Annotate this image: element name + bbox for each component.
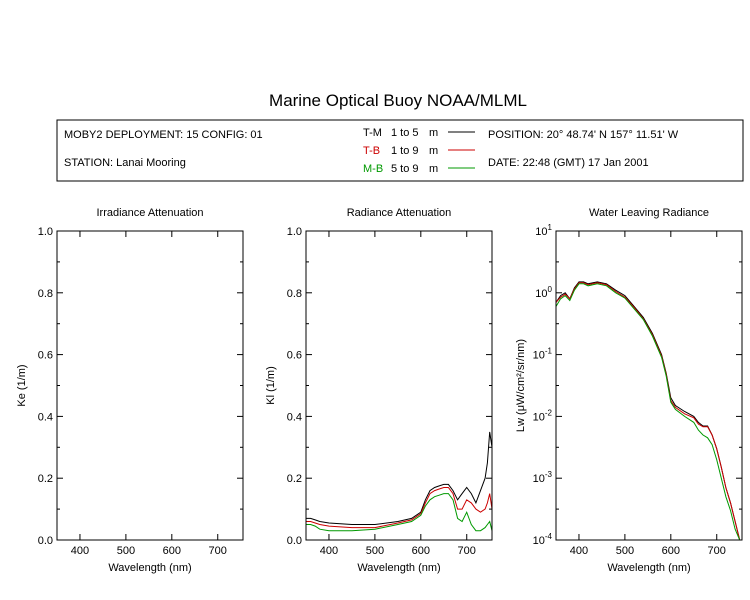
y-tick-label: 0.6 [287,350,302,362]
y-tick-label: 1.0 [287,226,302,238]
deployment-text: MOBY2 DEPLOYMENT: 15 CONFIG: 01 [64,129,263,141]
legend-unit-tm: m [429,127,438,139]
plot-frame [56,230,244,541]
date-text: DATE: 22:48 (GMT) 17 Jan 2001 [488,157,649,169]
y-tick-label: 10-2 [533,408,553,423]
y-tick-exponent: 0 [548,285,553,294]
y-tick-label: 100 [535,285,552,300]
info-box-frame [56,119,744,182]
series-line-tm [556,281,741,540]
series-line-mb [556,283,741,540]
y-axis-label: Lw (μW/cm²/sr/nm) [515,339,527,432]
y-tick-label: 0.0 [287,535,302,547]
position-text: POSITION: 20° 48.74' N 157° 11.51' W [488,129,679,141]
y-tick-exponent: -1 [545,347,553,356]
x-tick-label: 600 [662,545,680,557]
y-axis-label: Ke (1/m) [16,364,28,406]
x-tick-label: 600 [412,545,430,557]
series-line-tm [306,431,492,525]
plot-area [306,431,492,532]
radiance-panel: Radiance Attenuation Wavelength (nm) Kl (1… [265,207,493,574]
y-tick-label: 101 [535,223,552,238]
x-tick-label: 400 [570,545,588,557]
x-tick-label: 500 [616,545,634,557]
x-tick-label: 600 [163,545,181,557]
legend-unit-tb: m [429,145,438,157]
station-text: STATION: Lanai Mooring [64,157,186,169]
y-tick-label: 0.8 [38,288,53,300]
x-tick-label: 700 [209,545,227,557]
x-axis-label: Wavelength (nm) [108,562,191,574]
legend-range-tm: 1 to 5 [391,127,419,139]
y-tick-label: 10-4 [533,532,553,547]
x-tick-label: 700 [708,545,726,557]
x-tick-label: 400 [320,545,338,557]
y-tick-label: 10-1 [533,347,553,362]
water-leaving-panel: Water Leaving Radiance Wavelength (nm) Lw … [515,207,743,574]
irradiance-panel: Irradiance Attenuation Wavelength (nm) Ke … [16,207,244,574]
x-tick-label: 500 [366,545,384,557]
y-tick-label: 0.8 [287,288,302,300]
panel-title: Irradiance Attenuation [96,207,203,219]
x-axis-label: Wavelength (nm) [357,562,440,574]
info-box: MOBY2 DEPLOYMENT: 15 CONFIG: 01 STATION:… [56,119,744,182]
x-tick-label: 700 [458,545,476,557]
y-tick-exponent: -4 [545,532,553,541]
y-tick-label: 0.2 [38,473,53,485]
y-tick-exponent: -2 [545,408,553,417]
x-tick-label: 400 [71,545,89,557]
panel-title: Radiance Attenuation [347,207,452,219]
x-tick-label: 500 [117,545,135,557]
plot-frame [305,230,493,541]
legend-unit-mb: m [429,163,438,175]
x-axis-label: Wavelength (nm) [607,562,690,574]
y-axis-label: Kl (1/m) [265,366,277,405]
series-line-tb [556,282,741,540]
plot-area [556,281,741,540]
legend-range-mb: 5 to 9 [391,163,419,175]
y-tick-label: 1.0 [38,226,53,238]
plot-frame [555,230,743,541]
legend-code-tb: T-B [363,145,380,157]
legend-code-tm: T-M [363,127,382,139]
depth-legend: T-M 1 to 5 m T-B 1 to 9 m M-B 5 to 9 m [363,127,475,175]
series-line-tb [306,487,492,529]
figure-title: Marine Optical Buoy NOAA/MLML [269,91,527,110]
y-tick-label: 0.6 [38,350,53,362]
legend-range-tb: 1 to 9 [391,145,419,157]
y-tick-label: 10-3 [533,470,553,485]
panel-title: Water Leaving Radiance [589,207,709,219]
y-tick-exponent: -3 [545,470,553,479]
series-line-mb [306,493,492,532]
y-tick-label: 0.2 [287,473,302,485]
y-tick-label: 0.0 [38,535,53,547]
legend-code-mb: M-B [363,163,383,175]
y-tick-exponent: 1 [548,223,553,232]
y-tick-label: 0.4 [38,411,53,423]
y-tick-label: 0.4 [287,411,302,423]
